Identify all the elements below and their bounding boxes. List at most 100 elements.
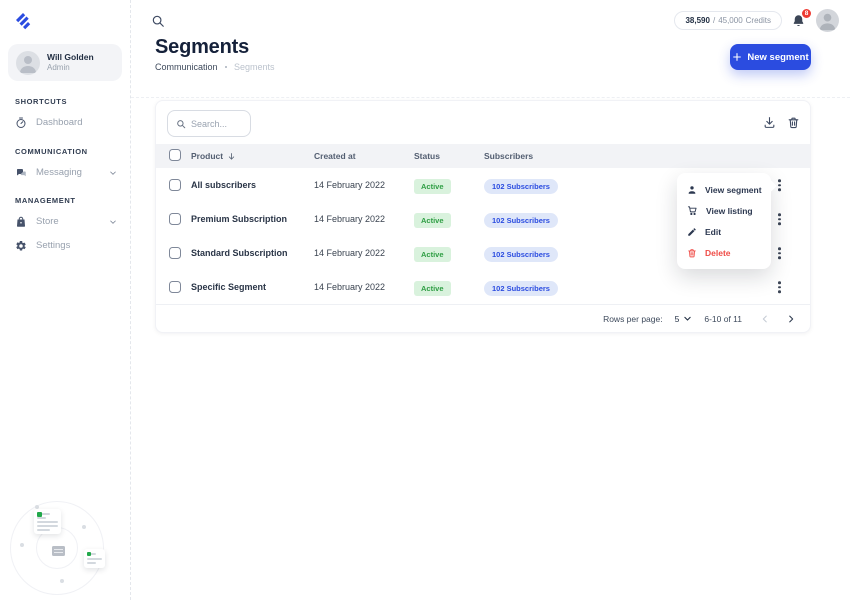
search-icon [176, 119, 186, 129]
chevron-right-icon [789, 315, 794, 322]
credits-used: 38,590 [685, 16, 710, 25]
row-product: Premium Subscription [191, 214, 288, 224]
sidebar-item-messaging[interactable]: Messaging [15, 165, 117, 180]
app-logo-icon[interactable] [13, 10, 35, 32]
row-product: Specific Segment [191, 282, 267, 292]
sidebar-section-management: MANAGEMENT [15, 196, 76, 205]
pen-icon [688, 227, 696, 236]
chevron-down-icon [109, 169, 117, 177]
row-kebab-menu[interactable] [773, 244, 786, 262]
row-checkbox[interactable] [169, 179, 181, 191]
status-badge: Active [414, 247, 451, 262]
table-row: All subscribers 14 February 2022 Active … [156, 168, 810, 202]
illustration-card [34, 509, 61, 534]
pagination-bar: Rows per page: 5 6-10 of 11 [156, 304, 810, 332]
column-header-created-at: Created at [314, 151, 356, 161]
menu-item-delete[interactable]: Delete [677, 242, 771, 263]
profile-avatar[interactable] [816, 9, 839, 32]
cart-icon [687, 206, 697, 216]
segments-illustration [0, 495, 130, 595]
row-kebab-menu[interactable] [773, 210, 786, 228]
sidebar-item-settings[interactable]: Settings [15, 238, 117, 253]
delete-selected-button[interactable] [784, 113, 802, 131]
new-segment-button[interactable]: New segment [730, 44, 811, 70]
next-page-button[interactable] [786, 314, 796, 324]
status-badge: Active [414, 213, 451, 228]
chat-icon [15, 167, 27, 179]
store-icon [15, 216, 27, 228]
breadcrumb: Communication Segments [155, 62, 275, 72]
row-checkbox[interactable] [169, 281, 181, 293]
user-name: Will Golden [47, 52, 94, 63]
download-button[interactable] [760, 113, 778, 131]
person-icon [688, 185, 696, 194]
table-row: Specific Segment 14 February 2022 Active… [156, 270, 810, 304]
menu-item-edit[interactable]: Edit [677, 221, 771, 242]
chevron-left-icon [762, 315, 767, 322]
user-avatar [16, 50, 40, 75]
row-kebab-menu[interactable] [773, 278, 786, 296]
row-product: All subscribers [191, 180, 257, 190]
menu-item-label: View segment [705, 184, 762, 195]
row-created-at: 14 February 2022 [314, 214, 386, 224]
sidebar-section-shortcuts: SHORTCUTS [15, 97, 68, 106]
user-role: Admin [47, 62, 70, 72]
sort-descending-icon [228, 152, 235, 160]
subscribers-badge: 102 Subscribers [484, 281, 558, 296]
status-badge: Active [414, 281, 451, 296]
menu-item-view-segment[interactable]: View segment [677, 179, 771, 200]
breadcrumb-communication[interactable]: Communication [155, 62, 218, 72]
column-header-product[interactable]: Product [191, 151, 236, 161]
chevron-down-icon [109, 218, 117, 226]
sidebar-item-label: Store [36, 216, 59, 227]
user-profile-card[interactable]: Will Golden Admin [8, 44, 122, 81]
table-search-input[interactable] [191, 118, 243, 129]
credits-suffix: Credits [745, 16, 771, 25]
row-checkbox[interactable] [169, 247, 181, 259]
header-divider [131, 97, 850, 98]
table-row: Premium Subscription 14 February 2022 Ac… [156, 202, 810, 236]
table-search-box [167, 110, 251, 137]
rows-per-page-label: Rows per page: [603, 313, 663, 324]
menu-item-label: View listing [706, 205, 753, 216]
menu-item-label: Delete [705, 247, 731, 258]
column-header-subscribers: Subscribers [484, 151, 534, 161]
row-created-at: 14 February 2022 [314, 282, 386, 292]
notification-badge: 8 [801, 7, 812, 19]
dashboard-icon [15, 117, 27, 129]
sidebar-section-communication: COMMUNICATION [15, 147, 88, 156]
gear-icon [15, 240, 27, 252]
subscribers-badge: 102 Subscribers [484, 247, 558, 262]
rows-per-page-select[interactable]: 5 [675, 314, 693, 324]
trash-icon [688, 248, 696, 257]
new-segment-label: New segment [747, 51, 809, 63]
sidebar-item-store[interactable]: Store [15, 214, 117, 229]
illustration-card [84, 549, 105, 568]
pagination-range: 6-10 of 11 [704, 313, 742, 324]
plus-icon [732, 52, 742, 62]
illustration-chip [52, 546, 65, 556]
sidebar-item-label: Dashboard [36, 117, 83, 128]
row-checkbox[interactable] [169, 213, 181, 225]
credits-divider: / [712, 16, 716, 25]
row-product: Standard Subscription [191, 248, 288, 258]
credits-pill[interactable]: 38,590 / 45,000 Credits [674, 11, 782, 30]
breadcrumb-separator [224, 65, 228, 69]
menu-item-label: Edit [705, 226, 722, 237]
select-all-checkbox[interactable] [169, 149, 181, 161]
row-created-at: 14 February 2022 [314, 248, 386, 258]
search-icon[interactable] [151, 14, 165, 28]
chevron-down-icon [684, 316, 692, 321]
sidebar: Will Golden Admin SHORTCUTS Dashboard CO… [0, 0, 131, 600]
previous-page-button[interactable] [760, 314, 770, 324]
row-created-at: 14 February 2022 [314, 180, 386, 190]
menu-item-view-listing[interactable]: View listing [677, 200, 771, 221]
notifications-button[interactable]: 8 [791, 7, 812, 29]
row-kebab-menu[interactable] [773, 176, 786, 194]
sidebar-item-dashboard[interactable]: Dashboard [15, 115, 117, 130]
column-label: Product [191, 151, 224, 161]
breadcrumb-segments: Segments [234, 62, 275, 72]
table-header: Product Created at Status Subscribers [156, 144, 810, 168]
sidebar-item-label: Messaging [36, 167, 82, 178]
subscribers-badge: 102 Subscribers [484, 213, 558, 228]
